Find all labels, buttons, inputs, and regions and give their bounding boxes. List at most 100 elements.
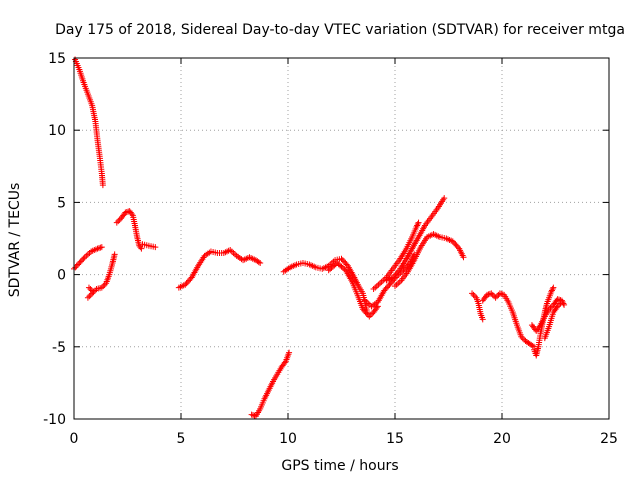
data-point <box>152 244 159 251</box>
data-point <box>382 286 389 293</box>
data-point <box>389 274 396 281</box>
data-series <box>71 56 568 420</box>
data-point <box>393 270 400 277</box>
data-point <box>470 291 477 298</box>
data-point <box>394 268 401 275</box>
data-point <box>550 284 557 291</box>
data-point <box>73 262 80 269</box>
data-point <box>128 210 135 217</box>
data-point <box>492 294 499 301</box>
y-tick-label: -10 <box>43 412 66 428</box>
data-point <box>88 287 95 294</box>
data-point <box>556 301 563 308</box>
data-point <box>451 239 458 246</box>
y-tick-label: 0 <box>57 268 66 284</box>
data-point <box>101 281 108 288</box>
x-axis-label: GPS time / hours <box>281 458 398 474</box>
data-point <box>546 306 553 313</box>
grid <box>74 58 609 419</box>
data-point <box>286 349 293 356</box>
data-point <box>86 293 93 300</box>
data-point <box>184 278 191 285</box>
data-point <box>281 359 288 366</box>
data-point <box>98 284 105 291</box>
data-point <box>454 244 461 251</box>
y-axis-label: SDTVAR / TECUs <box>7 183 23 298</box>
data-point <box>519 335 526 342</box>
data-point <box>187 275 194 282</box>
x-tick-label: 5 <box>177 431 186 447</box>
data-point <box>98 244 105 251</box>
data-point <box>529 342 536 349</box>
data-point <box>80 255 87 262</box>
data-point <box>488 290 495 297</box>
data-point <box>361 307 368 314</box>
data-point <box>386 281 393 288</box>
data-point <box>367 312 374 319</box>
data-point <box>392 271 399 278</box>
data-point <box>460 254 467 261</box>
data-point <box>113 219 120 226</box>
data-point <box>186 277 193 284</box>
plot-frame <box>73 57 610 420</box>
data-point <box>362 309 369 316</box>
data-point <box>381 287 388 294</box>
data-point <box>557 300 564 307</box>
data-point <box>414 222 421 229</box>
data-point <box>343 261 350 268</box>
data-point <box>387 280 394 287</box>
y-tick-label: -5 <box>52 340 66 356</box>
data-point <box>99 182 106 189</box>
data-point <box>255 259 262 266</box>
data-point <box>111 251 118 258</box>
data-point <box>549 286 556 293</box>
data-point <box>100 283 107 290</box>
data-point <box>72 264 79 271</box>
data-point <box>536 323 543 330</box>
data-point <box>138 245 145 252</box>
y-tick-label: 5 <box>57 195 66 211</box>
data-point <box>415 219 422 226</box>
x-tick-label: 0 <box>70 431 79 447</box>
x-tick-label: 20 <box>493 431 511 447</box>
data-point <box>391 273 398 280</box>
data-point <box>518 333 525 340</box>
data-point <box>469 290 476 297</box>
data-point <box>341 258 348 265</box>
data-point <box>363 310 370 317</box>
data-point <box>441 195 448 202</box>
data-point <box>547 304 554 311</box>
data-point <box>75 261 82 268</box>
y-tick-label: 15 <box>48 51 66 67</box>
data-point <box>452 241 459 248</box>
data-point <box>471 293 478 300</box>
data-point <box>554 303 561 310</box>
data-point <box>366 313 373 320</box>
data-point <box>494 293 501 300</box>
x-tick-label: 25 <box>600 431 618 447</box>
data-point <box>85 284 92 291</box>
x-tick-label: 15 <box>386 431 404 447</box>
data-point <box>84 294 91 301</box>
data-point <box>115 218 122 225</box>
data-point <box>383 284 390 291</box>
data-point <box>453 242 460 249</box>
data-point <box>339 257 346 264</box>
data-point <box>373 304 380 311</box>
data-point <box>338 255 345 262</box>
data-point <box>548 288 555 295</box>
data-point <box>182 281 189 288</box>
data-point <box>87 286 94 293</box>
y-tick-label: 10 <box>48 123 66 139</box>
data-point <box>257 260 264 267</box>
data-point <box>90 288 97 295</box>
data-point <box>548 287 555 294</box>
data-point <box>77 258 84 265</box>
data-point <box>414 221 421 228</box>
data-point <box>385 283 392 290</box>
data-point <box>479 316 486 323</box>
x-tick-label: 10 <box>279 431 297 447</box>
data-point <box>79 257 86 264</box>
data-point <box>558 299 565 306</box>
